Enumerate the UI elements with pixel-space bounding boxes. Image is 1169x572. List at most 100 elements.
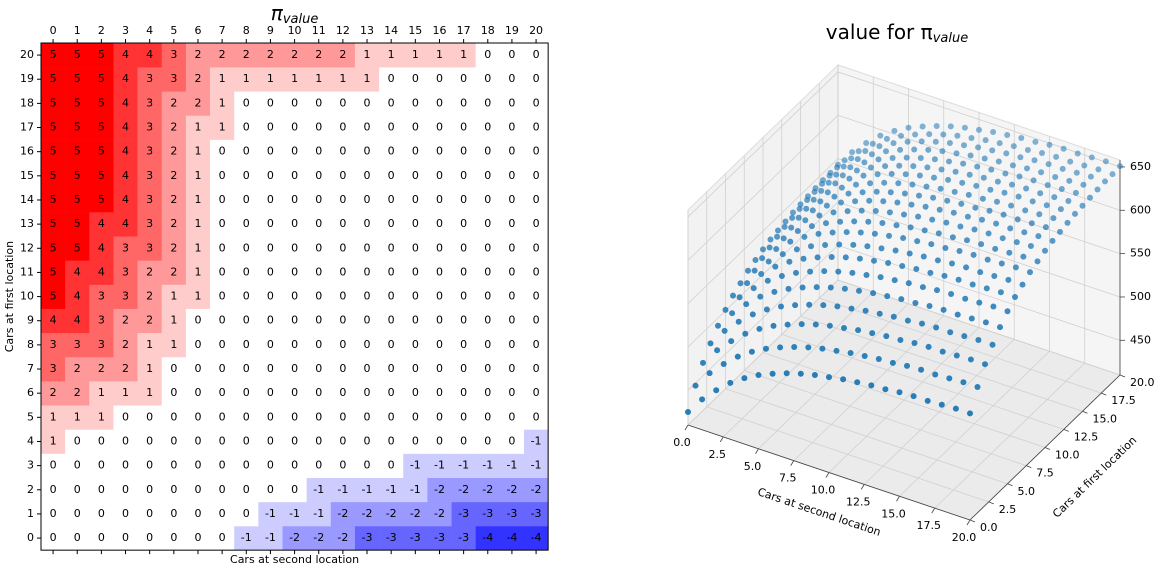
scatter-point [811,188,818,195]
scatter-point [765,258,772,265]
heatmap-cell [89,356,114,382]
scatter-point [841,285,848,292]
heatmap-cell [475,43,501,68]
cell-label: 0 [146,483,153,496]
cell-label: 0 [460,96,467,109]
cell-label: 0 [412,386,419,399]
cell-label: 0 [412,265,419,278]
heatmap-cell [475,429,501,454]
cell-label: 0 [388,121,395,134]
scatter-point [721,327,728,334]
heatmap-cell [379,332,404,358]
heatmap-cell [234,477,259,503]
scatter-point [822,241,829,248]
cell-label: -1 [410,459,421,472]
cell-label: 0 [436,217,443,230]
heatmap-cell [113,260,138,285]
cell-label: 5 [74,145,81,158]
scatter-point [982,137,989,144]
cell-label: 0 [291,290,298,303]
cell-label: 0 [170,410,177,423]
heatmap-cell [354,43,380,68]
cell-label: 3 [74,338,81,351]
heatmap-cell [234,91,259,116]
heatmap-cell [354,356,380,382]
scatter-point [899,262,906,269]
cell-label: 0 [194,507,201,520]
scatter-point [884,293,891,300]
scatter-point [995,158,1002,165]
scatter-point [947,123,954,130]
scatter-point [748,348,755,355]
heatmap-cell [137,405,163,430]
cell-label: 5 [74,217,81,230]
grid-line [819,297,1102,394]
scatter-point [786,258,793,265]
grid-line [744,370,1027,467]
cell-label: 4 [50,314,57,327]
heatmap-cell [137,67,163,92]
cell-label: 0 [388,386,395,399]
cell-label: 5 [50,217,57,230]
cell-label: 5 [50,72,57,85]
heatmap-cell [379,453,404,478]
heatmap-cell [524,405,549,430]
scatter-point [891,277,898,284]
cell-label: 0 [267,314,274,327]
scatter-point [880,198,887,205]
scatter-point [757,293,764,300]
heatmap-cell [137,236,163,261]
scatter-point [926,131,933,138]
cell-label: -1 [337,483,348,496]
heatmap-cell [524,429,549,454]
heatmap-cell [65,308,90,334]
cell-label: 3 [146,121,153,134]
heatmap-cell [234,43,259,68]
cell-label: 5 [98,121,105,134]
cell-label: 2 [50,386,57,399]
cell-label: 0 [508,48,515,61]
heatmap-cell [403,526,428,551]
heatmap-cell [499,453,525,478]
y-tick-label: 2 [27,483,34,496]
cell-label: 0 [122,459,129,472]
scatter-point [985,230,992,237]
heatmap-cell [258,115,283,140]
grid-line [687,114,839,261]
heatmap-cell [210,477,235,503]
cell-label: -1 [410,483,421,496]
scatter-point [983,285,990,292]
scatter-point [804,196,811,203]
scatter-point [882,386,889,393]
cell-label: 0 [243,459,250,472]
cell-label: 0 [460,72,467,85]
cell-label: 0 [484,265,491,278]
cell-label: 0 [484,290,491,303]
x-tick-label: 16 [432,24,446,37]
heatmap-cell [89,163,114,189]
grid-line [837,201,1121,298]
scatter-point [896,162,903,169]
scatter-point [912,299,919,306]
scatter-point [819,180,826,187]
scatter-point [775,227,781,234]
cell-label: 2 [194,72,201,85]
heatmap-cell [185,139,211,165]
scatter-point [790,209,796,216]
scatter-point [966,171,973,178]
y-tick-label: 1 [27,507,34,520]
scatter-point [823,220,829,227]
cell-label: 0 [388,169,395,182]
scatter-point [1039,150,1045,157]
heatmap-cell [41,405,66,430]
heatmap-cell [330,187,356,213]
heatmap-cell [330,260,356,285]
cell-label: 0 [412,72,419,85]
cell-label: 1 [122,386,129,399]
scatter-point [1088,154,1095,161]
cell-label: 0 [74,531,81,544]
grid-line [687,71,839,218]
scatter-point [919,320,925,327]
cell-label: 0 [243,507,250,520]
scatter-point [947,329,954,336]
